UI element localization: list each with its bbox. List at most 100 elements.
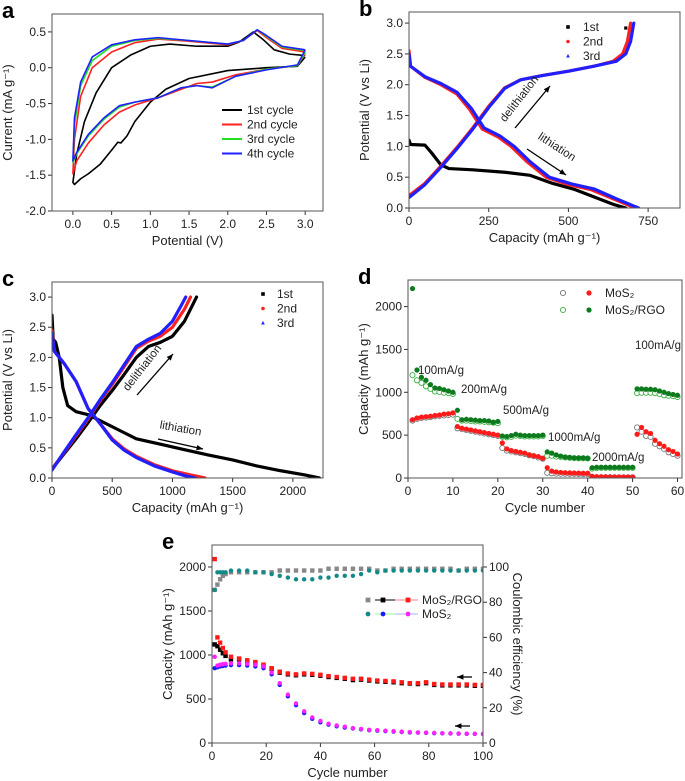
data-point [656,441,663,447]
data-point [531,453,537,459]
y-tick-label: 0.0 [29,471,46,485]
y-tick-label: 1.0 [386,139,403,153]
legend-label: MoS₂ [422,607,452,621]
data-point [540,455,546,461]
data-point [391,568,396,573]
data-point [277,568,282,573]
data-point [580,455,586,461]
data-point [326,575,331,580]
data-point [318,718,323,724]
data-point [228,568,234,573]
data-point [432,568,437,573]
data-point [212,654,217,659]
y-axis-title: Capacity (mAh g⁻¹) [160,588,175,700]
chart-panel-a: a 0.0 0.5 1.0 1.5 2.0 2.5 3.0 -2.0 -1.5 -1.0 -0.5 0.… [0,0,324,248]
data-point [441,411,447,417]
data-point [215,582,220,587]
y-tick-label: 0 [199,736,206,750]
data-point [436,385,443,392]
data-point [285,671,291,676]
data-point [508,432,514,439]
x-tick-label: 1.0 [142,217,159,231]
data-point [643,386,649,392]
data-point [407,568,413,573]
data-point [643,429,649,435]
y2-tick-label: 100 [489,560,509,574]
legend-label: MoS₂/RGO [605,303,665,317]
data-point [481,429,487,436]
data-point [625,464,631,470]
data-point [399,680,404,685]
data-point [540,432,546,438]
data-point [418,414,425,420]
data-point [342,566,347,571]
legend-label: 3rd [583,49,600,63]
data-point [409,372,416,379]
data-point [215,644,220,649]
data-point [544,449,550,455]
legend-label: 1st [277,287,294,301]
y-tick-label: 0.0 [29,61,46,75]
y-tick-label: 2000 [375,300,402,314]
x-axis-title: Capacity (mAh g⁻¹) [489,230,601,245]
legend-marker [405,611,411,617]
plot-area [409,285,681,478]
data-point [472,428,478,434]
data-point [495,418,501,425]
data-point [638,386,645,392]
data-point [432,385,438,391]
x-axis-title: Potential (V) [152,233,224,248]
legend-marker [405,597,411,603]
data-point [526,452,532,458]
legend-label: 2nd cycle [247,118,298,132]
delithiation-arrow-head [543,86,550,93]
data-point [616,464,622,470]
data-point [220,651,226,656]
data-point [490,431,496,437]
x-axis-title: Capacity (mAh g⁻¹) [132,500,244,515]
data-point [366,568,372,573]
legend-label: 3rd [277,316,294,330]
series-3rd [409,21,641,208]
x-tick-label: 2.0 [219,217,236,231]
series-3rd [52,295,197,478]
data-point [665,447,672,453]
data-point [468,417,474,423]
data-point [580,470,586,476]
data-point [464,682,469,687]
data-point [499,433,505,439]
data-point [212,556,217,562]
data-point [480,731,483,737]
data-point [220,645,226,651]
x-tick-label: 20 [260,749,274,763]
y-tick-label: 3.0 [29,290,46,304]
y-axis-title: Potential (V vs Li) [0,329,15,431]
data-point [670,391,676,398]
data-point [621,474,627,478]
data-point [450,389,456,395]
data-point [522,450,528,456]
data-point [549,468,555,474]
y-tick-label: 0 [395,471,402,485]
data-point [508,447,514,454]
data-point [375,728,380,733]
data-point [490,419,496,425]
data-point [215,635,220,640]
annotations: 100mA/g 200mA/g 500mA/g 1000mA/g 2000mA/g 100… [418,340,681,464]
data-point [652,437,658,443]
data-point [607,464,613,470]
data-point [399,729,404,734]
x-tick-label: 100 [473,749,493,763]
data-point [293,568,299,573]
data-point [625,474,631,478]
plot-frame [211,544,484,744]
y-tick-label: -2.0 [25,204,46,218]
annotation-current-density: 200mA/g [461,384,507,396]
x-tick-label: 30 [536,484,550,498]
data-point [342,573,347,578]
data-point [535,432,541,439]
y-tick-label: 0.5 [29,25,46,39]
data-point [409,285,416,292]
x-tick-label: 20 [491,484,505,498]
data-point [436,412,443,418]
